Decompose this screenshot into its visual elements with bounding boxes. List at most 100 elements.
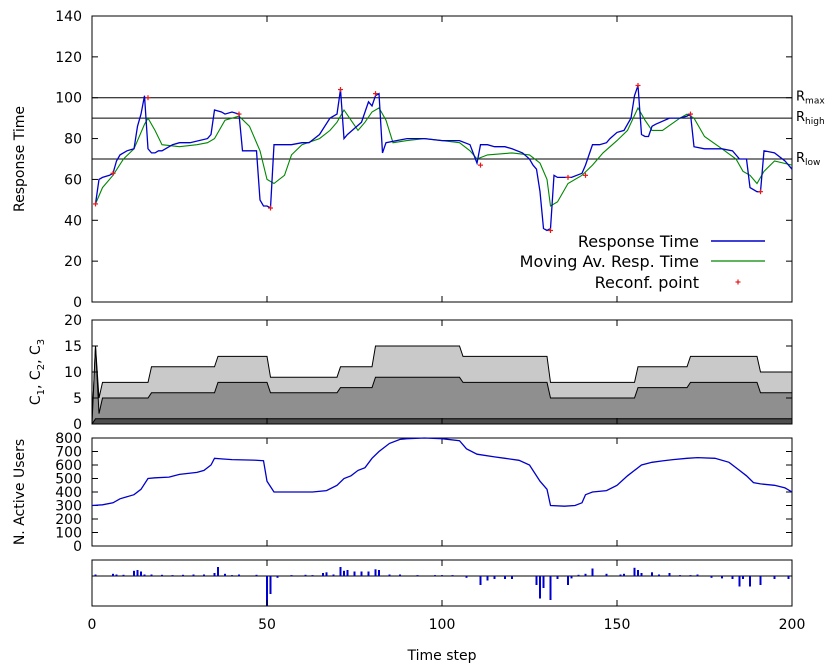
users-y-tick-label: 600 — [55, 458, 82, 474]
response-y-ticks: 0 20 40 60 80 100 120 140 — [55, 9, 792, 311]
x-tick-label: 200 — [779, 617, 806, 633]
reconf-point — [635, 82, 641, 88]
change-bar — [539, 576, 541, 599]
change-bar — [542, 576, 545, 588]
reconf-point — [268, 205, 273, 211]
change-bar — [619, 574, 622, 576]
threshold-label-low: Rlow — [796, 151, 820, 168]
legend-label-reconf-point: Reconf. point — [595, 273, 699, 292]
legend-label-moving-average: Moving Av. Resp. Time — [520, 252, 699, 271]
change-bar — [637, 570, 639, 576]
x-tick-label: 0 — [88, 617, 97, 633]
x-axis-ticks: 0 50 100 150 200 — [88, 560, 806, 633]
change-bar — [749, 576, 751, 587]
response-y-tick-label: 40 — [64, 213, 82, 229]
change-bar — [584, 573, 587, 577]
change-bar — [623, 573, 625, 577]
change-bar — [192, 574, 195, 576]
change-bar — [238, 574, 240, 576]
change-bar — [367, 571, 370, 576]
change-bar — [434, 575, 436, 576]
change-bar — [416, 575, 419, 576]
users-y-tick-label: 400 — [55, 485, 82, 501]
change-bar — [322, 573, 324, 576]
response-y-tick-label: 140 — [55, 9, 82, 25]
change-bar — [742, 576, 744, 579]
change-bar — [465, 576, 468, 578]
change-bar — [140, 571, 142, 576]
moving-average-line — [94, 106, 793, 207]
reconf-point — [145, 95, 151, 101]
legend-swatch-reconf-point — [735, 279, 741, 285]
users-y-tick-label: 0 — [73, 539, 82, 555]
change-bar — [651, 572, 653, 577]
change-bar — [696, 574, 699, 576]
change-bar — [213, 573, 216, 576]
response-y-tick-label: 80 — [64, 132, 82, 148]
capacity-areas — [91, 345, 792, 425]
change-bar — [203, 574, 205, 576]
capacity-y-tick-label: 20 — [64, 313, 82, 329]
capacity-x-ticks — [91, 320, 793, 424]
change-bar — [721, 576, 723, 579]
response-y-tick-label: 20 — [64, 254, 82, 270]
reconf-point — [338, 87, 343, 93]
change-bar — [577, 574, 580, 576]
change-bar — [640, 573, 643, 576]
change-bar — [304, 574, 307, 576]
change-bar — [668, 573, 671, 576]
response-y-tick-label: 120 — [55, 50, 82, 66]
users-plot-frame — [91, 437, 793, 547]
change-bar — [591, 568, 594, 576]
reconf-point — [93, 201, 98, 207]
users-y-tick-label: 500 — [55, 472, 82, 488]
change-bar — [343, 570, 345, 577]
x-axis-label: Time step — [407, 648, 477, 664]
change-bar — [255, 574, 258, 576]
capacity-y-tick-label: 0 — [73, 417, 82, 433]
change-bar — [276, 576, 279, 578]
change-bars — [92, 567, 792, 606]
capacity-y-ticks: 0 5 10 15 20 — [64, 313, 792, 433]
users-series — [91, 437, 793, 507]
change-bar — [378, 570, 380, 576]
capacity-c2-area — [92, 346, 792, 424]
threshold-label-max: Rmax — [796, 90, 825, 107]
response-time-panel: Rmax Rhigh Rlow 0 20 40 60 80 100 120 140 Respons… — [12, 9, 825, 311]
change-bar — [325, 572, 328, 577]
capacity-c2-line — [91, 345, 792, 425]
change-bar — [269, 576, 272, 594]
capacity-panel: 0 5 10 15 20 C1, C2, C3 — [28, 313, 793, 433]
change-bar — [738, 576, 741, 587]
change-bar — [143, 574, 146, 576]
users-y-tick-label: 800 — [55, 431, 82, 447]
threshold-label-high: Rhigh — [796, 110, 825, 127]
reconf-point — [548, 228, 553, 233]
change-bar — [441, 575, 443, 576]
reconf-point — [583, 172, 588, 178]
change-bar — [689, 575, 692, 576]
reconf-point — [373, 91, 378, 97]
change-bar — [182, 574, 184, 576]
change-bar — [633, 567, 636, 577]
reconf-point — [565, 174, 571, 180]
x-tick-label: 150 — [604, 617, 631, 633]
change-bar — [161, 574, 163, 576]
reconf-point — [758, 189, 763, 195]
capacity-y-tick-label: 5 — [73, 391, 82, 407]
change-bar — [388, 574, 391, 576]
change-bar — [605, 573, 608, 577]
capacity-c3-line — [91, 345, 792, 425]
change-bar — [570, 576, 573, 579]
capacity-c1-line — [91, 418, 792, 425]
change-bar — [451, 575, 454, 576]
change-bar — [479, 576, 482, 585]
users-x-ticks — [91, 438, 793, 546]
change-bar — [399, 574, 401, 576]
change-bar — [171, 575, 174, 576]
change-bar — [217, 567, 219, 576]
change-bar — [679, 575, 681, 576]
response-series — [93, 82, 793, 233]
change-bar — [504, 576, 506, 579]
reconf-point — [110, 170, 116, 176]
